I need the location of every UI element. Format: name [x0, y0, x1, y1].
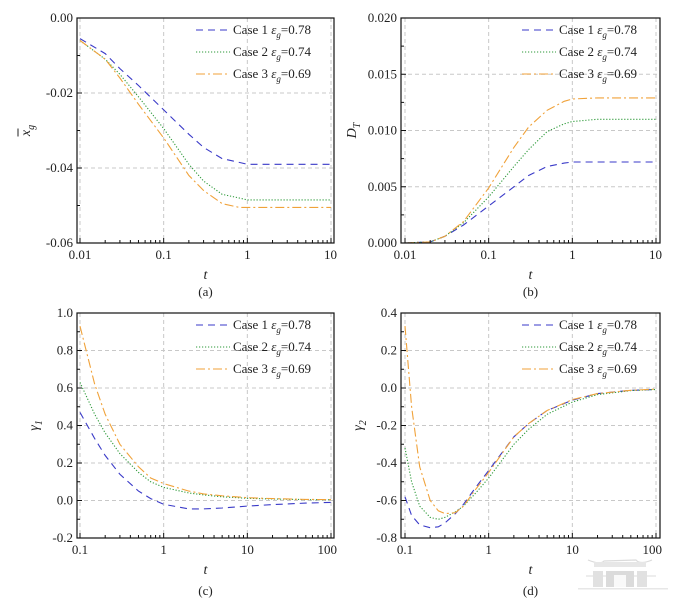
y-axis-label: xg [19, 125, 37, 137]
y-tick-label: 0.005 [368, 179, 397, 194]
x-axis-label: t [204, 563, 209, 578]
x-tick-label: 10 [566, 542, 579, 557]
series-line-case-1 [404, 388, 657, 529]
panel-c: 0.1 1 10 100 -0.2 0.0 0.2 0.4 0.6 0.8 1.0 t γ1 (c) Cas… [27, 305, 337, 598]
panel-a: 0.01 0.1 1 10 -0.06 -0.04 -0.02 0.00 t xg (a) Case … [17, 10, 337, 299]
legend: Case 1 εg=0.78 Case 2 εg=0.74 Case 3 εg=0.… [522, 22, 637, 84]
y-tick-label: -0.04 [46, 160, 74, 175]
x-tick-label: 1 [160, 542, 167, 557]
x-tick-label: 0.01 [69, 247, 92, 262]
panel-caption: (c) [198, 583, 212, 598]
y-tick-label: -0.02 [46, 85, 73, 100]
series-line-case-1 [79, 412, 332, 510]
legend-entry: Case 3 εg=0.69 [233, 361, 311, 379]
series-line-case-3 [79, 325, 332, 501]
legend-entry: Case 1 εg=0.78 [559, 22, 637, 40]
y-axis-label: γ2 [351, 420, 369, 431]
y-tick-label: 1.0 [57, 305, 73, 320]
series-line-case-2 [404, 388, 657, 520]
y-tick-label: -0.6 [376, 493, 397, 508]
x-tick-label: 0.1 [397, 542, 413, 557]
y-tick-label: -0.06 [46, 235, 74, 250]
legend-entry: Case 2 εg=0.74 [233, 339, 311, 357]
y-tick-label: -0.2 [52, 530, 73, 545]
legend: Case 1 εg=0.78 Case 2 εg=0.74 Case 3 εg=0.… [196, 22, 311, 84]
x-tick-label: 0.1 [72, 542, 88, 557]
series-line-case-3 [404, 326, 657, 515]
legend-entry: Case 2 εg=0.74 [559, 339, 637, 357]
x-axis-label: t [204, 268, 209, 283]
series-line-case-3 [404, 97, 656, 244]
panel-b: 0.01 0.1 1 10 0.000 0.005 0.010 0.015 0.020 t DT (b… [345, 10, 662, 299]
legend-entry: Case 1 εg=0.78 [233, 22, 311, 40]
y-axis-label: γ1 [27, 420, 45, 431]
x-tick-label: 100 [318, 542, 338, 557]
y-tick-label: 0.4 [57, 418, 74, 433]
x-tick-label: 100 [643, 542, 663, 557]
y-tick-label: 0.0 [381, 380, 397, 395]
x-axis-label: t [529, 563, 534, 578]
series-line-case-2 [404, 118, 656, 244]
y-tick-label: 0.4 [381, 305, 398, 320]
x-tick-label: 1 [244, 247, 251, 262]
series-line-case-1 [404, 161, 656, 244]
y-tick-label: 0.2 [381, 343, 397, 358]
legend-entry: Case 3 εg=0.69 [233, 66, 311, 84]
x-tick-label: 10 [241, 542, 254, 557]
y-tick-label: 0.015 [368, 66, 397, 81]
x-tick-label: 0.1 [156, 247, 172, 262]
legend-entry: Case 1 εg=0.78 [233, 317, 311, 335]
x-tick-label: 0.1 [481, 247, 497, 262]
x-tick-label: 10 [324, 247, 337, 262]
y-tick-label: 0.0 [57, 493, 73, 508]
legend-entry: Case 2 εg=0.74 [233, 44, 311, 62]
series-line-case-2 [79, 40, 331, 201]
y-tick-label: 0.2 [57, 455, 73, 470]
legend: Case 1 εg=0.78 Case 2 εg=0.74 Case 3 εg=0.… [196, 317, 311, 379]
series-line-case-2 [79, 382, 332, 501]
legend-entry: Case 1 εg=0.78 [559, 317, 637, 335]
series-line-case-1 [79, 38, 331, 165]
y-tick-label: -0.8 [376, 530, 397, 545]
legend-entry: Case 3 εg=0.69 [559, 361, 637, 379]
y-tick-label: -0.4 [376, 455, 397, 470]
y-axis-label: DT [345, 121, 363, 139]
y-tick-label: 0.00 [50, 10, 73, 25]
series-line-case-3 [79, 40, 331, 208]
panel-caption: (d) [523, 583, 538, 598]
x-tick-label: 0.01 [394, 247, 417, 262]
panel-caption: (a) [198, 284, 212, 299]
legend: Case 1 εg=0.78 Case 2 εg=0.74 Case 3 εg=0.… [522, 317, 637, 379]
x-tick-label: 10 [649, 247, 662, 262]
x-tick-label: 1 [569, 247, 576, 262]
legend-entry: Case 3 εg=0.69 [559, 66, 637, 84]
x-tick-label: 1 [485, 542, 492, 557]
y-tick-label: 0.000 [368, 235, 397, 250]
legend-entry: Case 2 εg=0.74 [559, 44, 637, 62]
panel-caption: (b) [523, 284, 538, 299]
y-tick-label: 0.8 [57, 343, 73, 358]
y-tick-label: -0.2 [376, 418, 397, 433]
y-tick-label: 0.020 [368, 10, 397, 25]
panel-d: 0.1 1 10 100 -0.8 -0.6 -0.4 -0.2 0.0 0.2 0.4 t γ2 (d)… [351, 305, 662, 598]
watermark-building-icon [578, 559, 668, 590]
y-tick-label: 0.6 [57, 380, 74, 395]
y-tick-label: 0.010 [368, 123, 397, 138]
x-axis-label: t [529, 268, 534, 283]
